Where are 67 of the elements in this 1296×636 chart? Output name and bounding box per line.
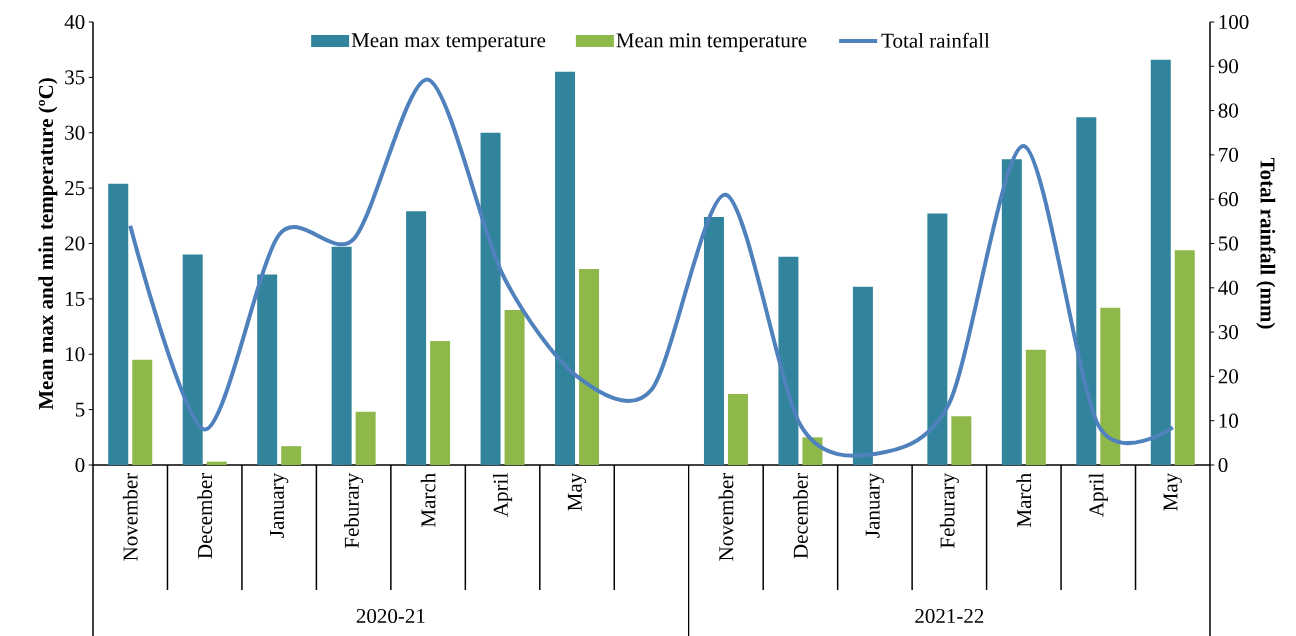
y-tick-label: 15	[66, 291, 85, 306]
x-tick-label: November	[122, 472, 138, 561]
bar	[132, 359, 153, 465]
y2-tick-label: 50	[1219, 236, 1238, 251]
bar	[1100, 307, 1121, 465]
y2-tick-label: 0	[1218, 457, 1228, 473]
x-tick-label: December	[197, 472, 213, 559]
x-tick-label: January	[270, 472, 289, 538]
y-tick-label: 25	[65, 181, 85, 196]
x-tick-label: December	[793, 472, 808, 559]
bar	[727, 394, 748, 465]
bar	[927, 213, 948, 465]
y-tick-label: 35	[65, 70, 85, 85]
y2-tick-label: 60	[1218, 192, 1238, 207]
y-tick-label: 30	[65, 125, 85, 140]
x-tick-label: Feburary	[344, 472, 364, 548]
bar	[1001, 159, 1022, 465]
x-tick-label: April	[493, 473, 513, 517]
y2-tick-label: 70	[1219, 147, 1238, 162]
y-tick-label: 10	[66, 347, 85, 362]
text: 2021-22	[915, 608, 984, 624]
text: 2020-21	[356, 608, 425, 624]
bar	[852, 286, 873, 465]
bar	[555, 71, 576, 465]
x-tick-label: April	[1088, 473, 1108, 517]
x-tick-label: May	[567, 472, 587, 511]
legend-label: Mean min temperature	[616, 33, 807, 52]
y-tick-label: 40	[64, 14, 85, 30]
y-tick-label: 20	[65, 236, 85, 251]
bar	[504, 309, 525, 465]
y-axis-title: Mean max and min temperature (ºC)	[38, 78, 58, 410]
x-tick-label: November	[718, 472, 734, 561]
bar	[355, 411, 376, 465]
legend-label: Total rainfall	[881, 32, 990, 48]
bar	[1174, 250, 1195, 465]
y2-axis-title: Total rainfall (mm)	[1256, 157, 1276, 329]
y2-tick-label: 30	[1218, 325, 1238, 340]
bar	[1025, 349, 1046, 465]
x-tick-label: January	[865, 472, 885, 538]
y2-tick-label: 20	[1218, 369, 1238, 384]
bar	[206, 461, 227, 465]
y2-tick-label: 40	[1218, 280, 1238, 295]
x-tick-label: Feburary	[939, 472, 959, 548]
y2-tick-label: 90	[1218, 59, 1238, 74]
y-tick-label: 0	[75, 457, 85, 473]
bar	[703, 216, 724, 465]
bar	[1076, 117, 1097, 465]
bar	[281, 446, 302, 465]
y2-tick-label: 10	[1219, 413, 1238, 428]
x-tick-label: March	[1016, 473, 1032, 527]
bar	[480, 132, 501, 465]
y2-tick-label: 80	[1218, 103, 1238, 118]
y2-tick-label: 100	[1219, 14, 1249, 30]
bar	[778, 256, 799, 465]
bar	[430, 340, 451, 465]
bar	[182, 254, 203, 465]
bar	[406, 211, 427, 465]
x-tick-label: March	[420, 473, 436, 527]
bar	[951, 416, 972, 465]
bar	[108, 183, 129, 465]
bar	[579, 268, 600, 465]
bar	[257, 274, 278, 465]
legend-label: Mean max temperature	[351, 33, 546, 52]
bar	[1150, 59, 1171, 465]
x-tick-label: May	[1163, 472, 1182, 511]
bar	[331, 246, 352, 465]
y-tick-label: 5	[75, 402, 85, 417]
